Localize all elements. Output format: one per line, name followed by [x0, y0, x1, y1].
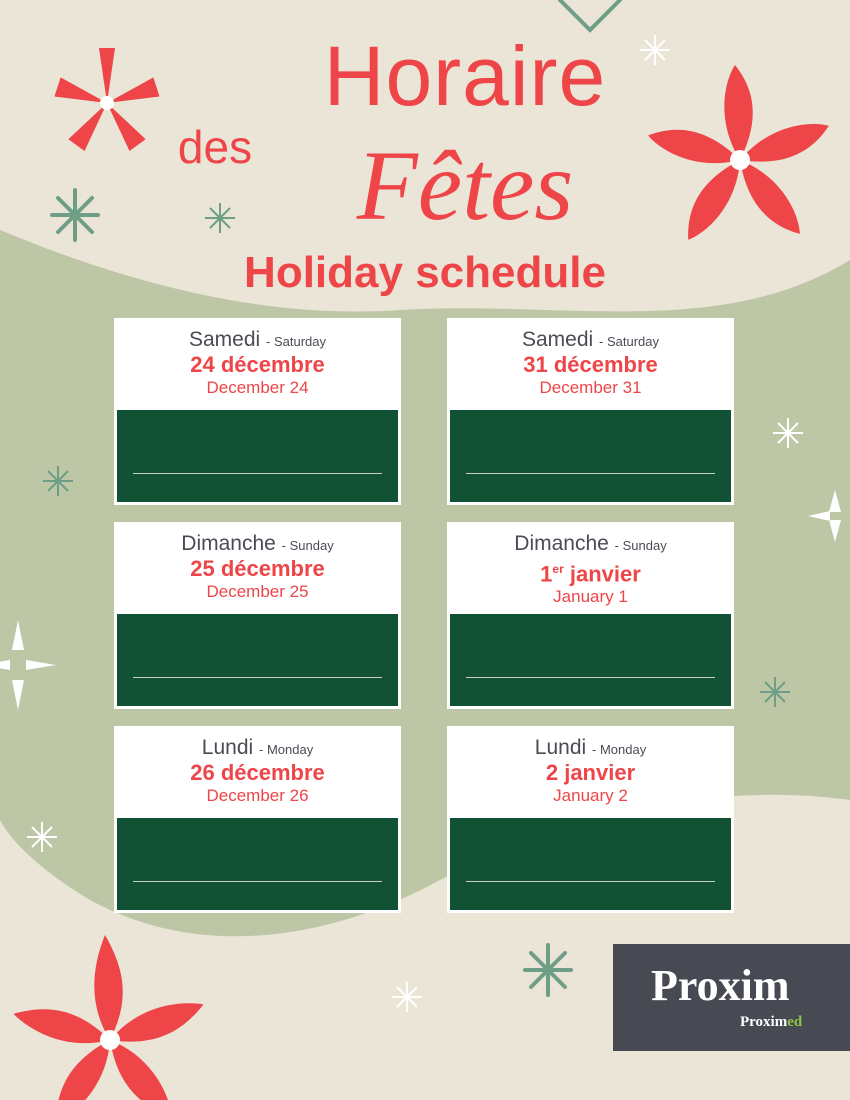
date-fr: 1er janvier [540, 561, 641, 587]
title-des: des [177, 121, 253, 173]
card-header: Samedi - Saturday 31 décembre December 3… [447, 318, 734, 408]
sparkle-icon [27, 35, 803, 1012]
poinsettia-icon [54, 48, 160, 151]
title-horaire: Horaire [323, 29, 607, 123]
date-en: December 31 [539, 378, 642, 397]
hours-area [117, 818, 398, 910]
hours-line [133, 881, 382, 882]
card-header: Samedi - Saturday 24 décembre December 2… [114, 318, 401, 408]
day-label: Samedi - Saturday [188, 328, 327, 351]
date-fr: 31 décembre [523, 352, 658, 377]
title-fetes: Fêtes [356, 130, 574, 241]
poinsettia-icon [13, 935, 204, 1100]
card-header: Lundi - Monday 26 décembre December 26 [114, 726, 401, 816]
date-fr: 25 décembre [190, 556, 325, 581]
date-fr: 2 janvier [545, 760, 636, 785]
schedule-card: Dimanche - Sunday 1er janvier January 1 [447, 522, 734, 709]
schedule-card: Samedi - Saturday 24 décembre December 2… [114, 318, 401, 505]
subtitle-holiday-schedule: Holiday schedule [244, 248, 606, 297]
hours-area [450, 410, 731, 502]
poinsettia-icon [648, 65, 829, 240]
date-fr: 26 décembre [190, 760, 325, 785]
hours-area [450, 818, 731, 910]
sparkle-icon [43, 203, 790, 707]
hours-line [466, 881, 715, 882]
hours-area [117, 410, 398, 502]
hours-line [133, 677, 382, 678]
date-en: December 25 [206, 582, 309, 601]
hours-line [133, 473, 382, 474]
day-label: Dimanche - Sunday [514, 532, 667, 555]
hours-area [450, 614, 731, 706]
schedule-card: Lundi - Monday 2 janvier January 2 [447, 726, 734, 913]
day-label: Lundi - Monday [534, 736, 647, 759]
date-en: January 1 [553, 587, 628, 607]
schedule-card: Lundi - Monday 26 décembre December 26 [114, 726, 401, 913]
card-header: Lundi - Monday 2 janvier January 2 [447, 726, 734, 816]
date-en: December 26 [206, 786, 309, 805]
proxim-logo: Proxim Proximed [613, 944, 850, 1051]
schedule-card: Samedi - Saturday 31 décembre December 3… [447, 318, 734, 505]
hours-area [117, 614, 398, 706]
date-fr: 24 décembre [190, 352, 325, 377]
card-header: Dimanche - Sunday 25 décembre December 2… [114, 522, 401, 612]
day-label: Dimanche - Sunday [181, 532, 334, 555]
snowflake-icon [0, 490, 841, 710]
day-label: Lundi - Monday [201, 736, 314, 759]
date-en: December 24 [206, 378, 309, 397]
card-header: Dimanche - Sunday 1er janvier January 1 [447, 522, 734, 612]
hours-line [466, 473, 715, 474]
hours-line [466, 677, 715, 678]
schedule-card: Dimanche - Sunday 25 décembre December 2… [114, 522, 401, 709]
day-label: Samedi - Saturday [521, 328, 660, 351]
date-en: January 2 [553, 786, 628, 805]
snowflake-icon [50, 0, 622, 997]
